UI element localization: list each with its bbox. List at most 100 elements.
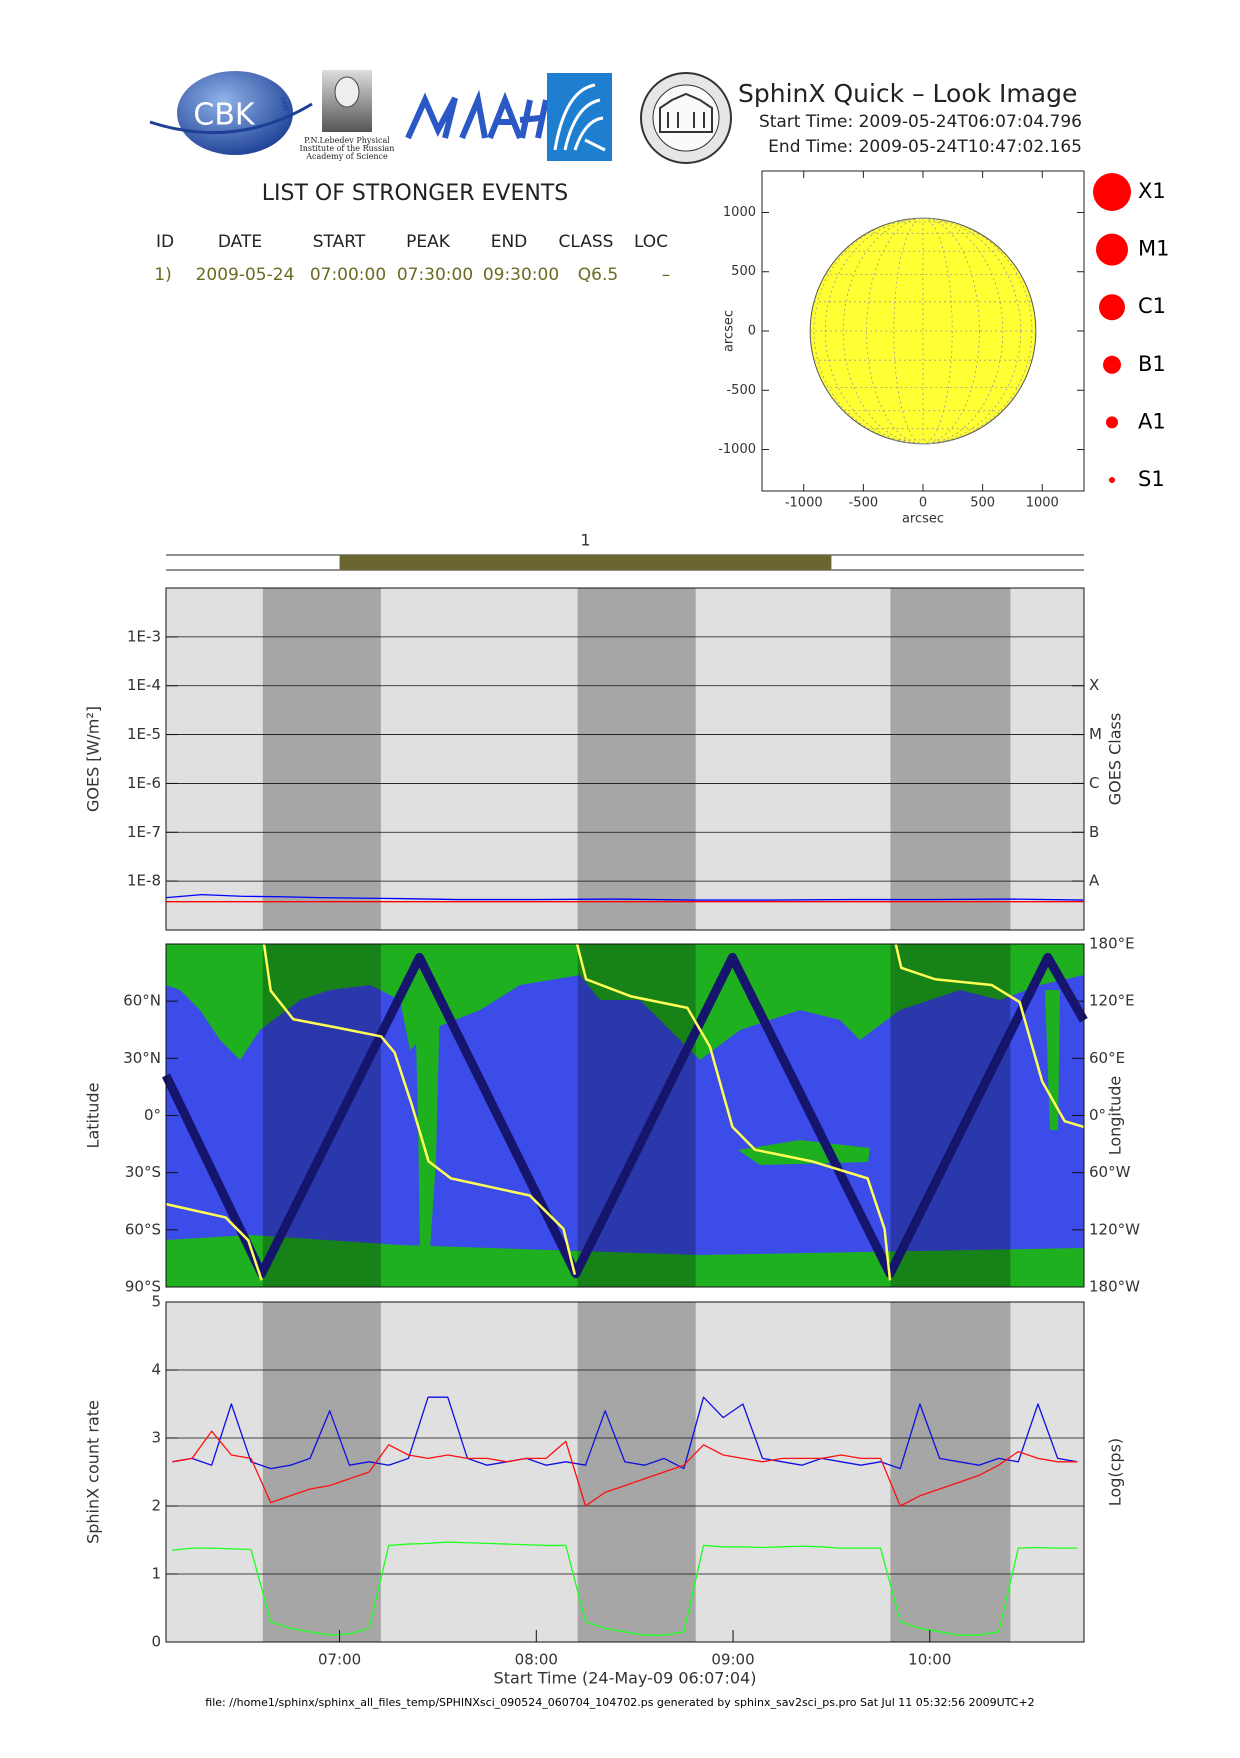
- y2-tick-label: C: [1089, 774, 1099, 792]
- y-tick-label: 0°: [144, 1106, 161, 1124]
- y2-axis-label: GOES Class: [1106, 713, 1125, 805]
- table-cell: –: [662, 265, 671, 285]
- legend-label: B1: [1138, 352, 1166, 376]
- x-tick-label: 0: [919, 496, 927, 511]
- y-tick-label: 4: [151, 1361, 161, 1379]
- y2-tick-label: 60°E: [1089, 1049, 1125, 1067]
- y-tick-label: 3: [151, 1429, 161, 1447]
- series-line: [166, 893, 1084, 901]
- y-tick-label: 1E-4: [127, 676, 161, 694]
- y2-axis-label: Log(cps): [1106, 1438, 1125, 1506]
- x-tick-label: -500: [849, 496, 879, 511]
- table-header: START: [313, 232, 366, 252]
- y-tick-label: 1E-3: [127, 627, 161, 645]
- y-tick-label: 500: [731, 264, 756, 279]
- eclipse-shading: [262, 588, 381, 930]
- table-cell: 2009-05-24: [196, 265, 295, 285]
- legend-label: M1: [1138, 237, 1169, 261]
- legend-label: C1: [1138, 294, 1166, 318]
- lebedev-text: P.N.Lebedev Physical: [304, 136, 390, 145]
- event-label: 1: [580, 531, 590, 550]
- lebedev-text: Academy of Science: [305, 152, 388, 161]
- legend-marker: [1096, 233, 1128, 266]
- legend-marker: [1093, 173, 1131, 211]
- cbk-logo: [177, 71, 293, 155]
- legend-marker: [1106, 416, 1118, 429]
- y-tick-label: -1000: [718, 442, 756, 457]
- table-cell: 07:00:00: [310, 265, 386, 285]
- y2-tick-label: B: [1089, 823, 1099, 841]
- panel-frame: [165, 943, 1085, 1288]
- panel-frame: [165, 587, 1085, 931]
- y2-tick-label: 0°: [1089, 1106, 1106, 1124]
- table-header: ID: [156, 232, 174, 252]
- y2-tick-label: 120°W: [1089, 1220, 1140, 1238]
- y2-tick-label: 180°W: [1089, 1278, 1140, 1296]
- cbk-text: CBK: [193, 98, 256, 133]
- table-title: LIST OF STRONGER EVENTS: [262, 181, 569, 206]
- plots: -1000 -500 0 500 1000 -1000 -500 0 500 1000 arcsec…: [84, 170, 1169, 1688]
- x-tick-label: 07:00: [318, 1651, 361, 1669]
- series-line: [172, 1430, 1078, 1507]
- footer: file: //home1/sphinx/sphinx_all_files_te…: [205, 1696, 1034, 1709]
- eclipse-shading: [262, 1302, 381, 1642]
- y-axis-label: GOES [W/m²]: [84, 706, 103, 812]
- land: [415, 1000, 440, 1250]
- x-tick-label: 500: [970, 496, 995, 511]
- panel-background: [166, 944, 1084, 1287]
- y-tick-label: 5: [151, 1293, 161, 1311]
- table-header: END: [491, 232, 528, 252]
- mian-logo: [405, 89, 549, 140]
- logos: CBK PAN P.N.Lebedev Physical Institute o…: [149, 70, 732, 164]
- table-cell: 1): [154, 265, 171, 285]
- panel-backgrounds: [166, 588, 1084, 1642]
- y2-tick-label: A: [1089, 872, 1100, 890]
- panel-frame: [165, 1301, 1085, 1643]
- y-axis-label: arcsec: [722, 310, 737, 352]
- y2-tick-label: 120°E: [1089, 992, 1135, 1010]
- series-line: [165, 943, 1085, 1281]
- legend-marker: [1099, 294, 1125, 321]
- legend-marker: [1109, 477, 1115, 483]
- table-header: PEAK: [406, 232, 451, 252]
- y-tick-label: 1E-8: [127, 872, 161, 890]
- eclipse-shading: [577, 588, 696, 930]
- table-cell: 09:30:00: [483, 265, 559, 285]
- y2-tick-label: M: [1089, 725, 1102, 743]
- y-tick-label: 1: [151, 1565, 161, 1583]
- y-tick-label: 2: [151, 1497, 161, 1515]
- eclipse-shading: [890, 588, 1011, 930]
- y2-tick-label: X: [1089, 676, 1099, 694]
- y-tick-label: 1E-6: [127, 774, 161, 792]
- y-axis-label: SphinX count rate: [84, 1400, 103, 1544]
- series-line: [172, 1396, 1078, 1470]
- legend-label: A1: [1138, 409, 1166, 433]
- y-tick-label: 60°S: [125, 1220, 161, 1238]
- x-tick-label: 10:00: [908, 1651, 951, 1669]
- square-logo-arcs: [553, 83, 606, 152]
- land: [166, 1235, 1084, 1287]
- y2-axis-label: Longitude: [1106, 1076, 1125, 1156]
- eclipse-shading: [890, 1302, 1011, 1642]
- x-axis-label: arcsec: [902, 512, 944, 527]
- y-tick-label: 0: [151, 1633, 161, 1651]
- y-tick-label: 1000: [723, 205, 756, 220]
- land: [166, 944, 1084, 1060]
- eclipse-shading: [577, 1302, 696, 1642]
- lebedev-text: Institute of the Russian: [300, 144, 395, 153]
- series-line: [172, 1541, 1078, 1636]
- table-cell: 07:30:00: [397, 265, 473, 285]
- y-tick-label: 1E-5: [127, 725, 161, 743]
- legend-label: S1: [1138, 467, 1165, 491]
- seal-building: [659, 92, 713, 133]
- y-tick-label: 90°S: [125, 1278, 161, 1296]
- end-time: End Time: 2009-05-24T10:47:02.165: [768, 137, 1082, 157]
- x-axis-label: Start Time (24-May-09 06:07:04): [494, 1669, 757, 1688]
- y-tick-label: 30°S: [125, 1163, 161, 1181]
- y2-tick-label: 60°W: [1089, 1163, 1131, 1181]
- cbk-swoosh: [149, 102, 313, 135]
- table-cell: Q6.5: [578, 265, 618, 285]
- table-header: DATE: [218, 232, 262, 252]
- table-header: LOC: [634, 232, 668, 252]
